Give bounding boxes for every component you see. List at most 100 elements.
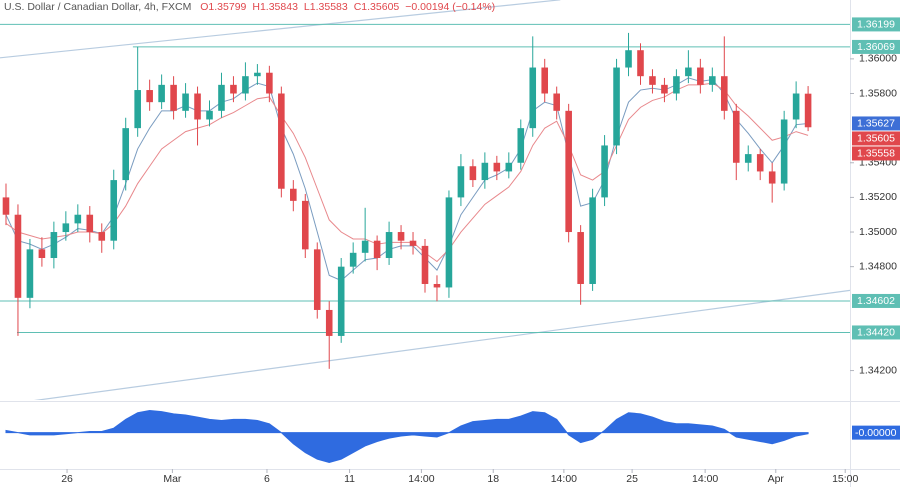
level-label: 1.36199	[857, 19, 895, 31]
chart-title: U.S. Dollar / Canadian Dollar, 4h, FXCM	[4, 1, 191, 13]
candle-body	[218, 84, 225, 111]
y-tick-label: 1.35000	[859, 226, 897, 238]
candle-body	[301, 200, 309, 250]
candle-body	[98, 232, 106, 241]
y-tick-label: 1.36000	[859, 53, 897, 65]
header-value: H1.35843	[252, 1, 298, 13]
candle-body	[445, 197, 453, 288]
candle-body	[206, 110, 213, 120]
candle-body	[661, 84, 668, 94]
axes: 1.360001.358001.354001.352001.350001.348…	[61, 17, 900, 485]
x-tick-label: Apr	[768, 473, 785, 485]
candle-body	[110, 180, 118, 241]
candle-body	[709, 76, 716, 85]
oscillator-pane	[5, 410, 809, 463]
candle-body	[170, 84, 177, 111]
candle-body	[361, 240, 369, 253]
x-tick-label: 25	[626, 473, 638, 485]
last-value-box	[852, 116, 900, 131]
candle-body	[792, 93, 800, 120]
level-label: 1.34420	[857, 327, 895, 339]
candle-body	[337, 266, 345, 336]
candle-body	[278, 93, 285, 189]
candle-body	[50, 232, 58, 259]
x-tick-label: 6	[264, 473, 270, 485]
candle-body	[373, 240, 381, 259]
last-value-label: 1.35558	[857, 148, 895, 160]
candle-body	[756, 154, 764, 172]
x-tick-label: 11	[344, 473, 355, 485]
main-pane	[0, 0, 850, 400]
candle-body	[74, 214, 82, 224]
candle-body	[38, 249, 46, 259]
candle-body	[433, 283, 441, 288]
candle-body	[62, 223, 70, 233]
candle-body	[553, 93, 560, 111]
candle-body	[637, 50, 644, 77]
candle-body	[517, 128, 525, 163]
candle-body	[194, 93, 201, 120]
header-value: L1.35583	[304, 1, 348, 13]
candle-body	[589, 197, 596, 284]
candle-body	[313, 249, 321, 310]
oscillator-label-box	[852, 425, 900, 440]
x-tick-label: 14:00	[692, 473, 718, 485]
x-tick-label: 15:00	[832, 473, 858, 485]
level-label: 1.36069	[857, 41, 895, 53]
candle-body	[469, 166, 477, 181]
candle-body	[266, 72, 273, 94]
candle-body	[732, 110, 740, 163]
candle-body	[565, 110, 572, 233]
candle-body	[26, 249, 34, 298]
level-label: 1.34602	[857, 295, 895, 307]
last-value-label: 1.35605	[857, 133, 895, 145]
trendline	[0, 0, 561, 59]
x-tick-label: 18	[487, 473, 499, 485]
header-value: C1.35605	[354, 1, 400, 13]
header-value: −0.00194 (−0.14%)	[405, 1, 495, 13]
candle-body	[601, 145, 608, 198]
candle-body	[804, 93, 812, 128]
last-value-box	[852, 131, 900, 146]
header: U.S. Dollar / Canadian Dollar, 4h, FXCM …	[4, 1, 495, 13]
candle-body	[2, 197, 10, 215]
header-value: O1.35799	[200, 1, 246, 13]
oscillator-label: -0.00000	[855, 427, 897, 439]
candle-body	[385, 232, 393, 259]
level-label-box	[852, 325, 900, 340]
candle-body	[744, 154, 752, 163]
candle-body	[325, 309, 333, 336]
level-label-box	[852, 39, 900, 54]
candle-body	[230, 84, 237, 94]
candle-body	[577, 232, 584, 284]
candle-body	[721, 76, 728, 111]
candle-body	[685, 67, 692, 77]
candle-body	[673, 76, 680, 94]
level-label-box	[852, 293, 900, 308]
candle-body	[421, 245, 429, 284]
candle-body	[697, 67, 704, 85]
y-tick-label: 1.34200	[859, 364, 897, 376]
level-label-box	[852, 17, 900, 32]
y-tick-label: 1.35800	[859, 87, 897, 99]
trendline	[33, 289, 850, 400]
x-tick-label: Mar	[163, 473, 182, 485]
oscillator-area	[5, 410, 809, 463]
candle-body	[613, 67, 620, 146]
y-tick-label: 1.34800	[859, 260, 897, 272]
candle-body	[14, 214, 22, 298]
candle-body	[505, 162, 513, 172]
candle-body	[242, 76, 249, 94]
candle-body	[529, 67, 537, 129]
candle-body	[541, 67, 549, 94]
candle-body	[768, 171, 776, 184]
candle-body	[254, 72, 261, 77]
candle-body	[625, 50, 632, 68]
candle-body	[493, 162, 501, 172]
candle-body	[649, 76, 656, 85]
x-tick-label: 14:00	[551, 473, 577, 485]
x-tick-label: 14:00	[408, 473, 434, 485]
candle-body	[349, 252, 357, 267]
candle-body	[457, 166, 465, 198]
